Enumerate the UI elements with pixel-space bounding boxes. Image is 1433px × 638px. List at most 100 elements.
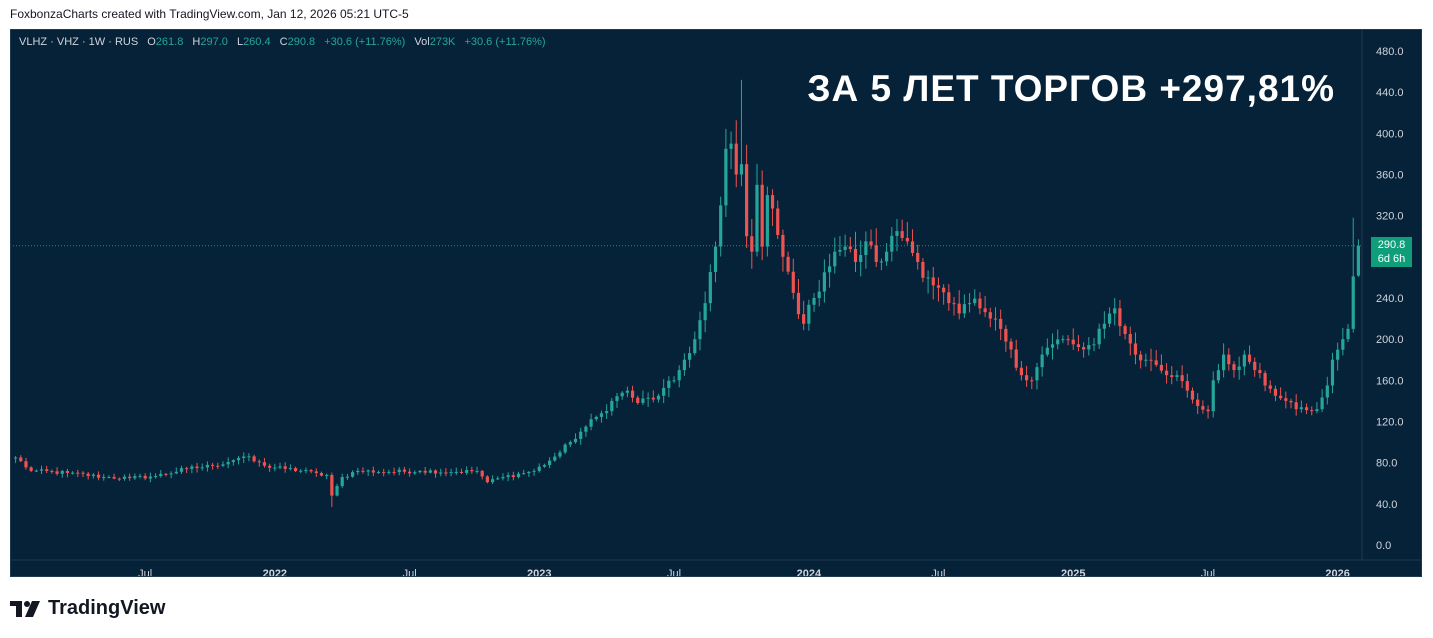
- candle-body[interactable]: [522, 473, 526, 475]
- candle-body[interactable]: [822, 272, 826, 292]
- candle-body[interactable]: [392, 471, 396, 473]
- candle-body[interactable]: [1066, 339, 1070, 341]
- candle-body[interactable]: [548, 460, 552, 466]
- candle-body[interactable]: [916, 252, 920, 262]
- candle-body[interactable]: [387, 471, 391, 473]
- candle-body[interactable]: [739, 164, 744, 175]
- candle-body[interactable]: [1330, 359, 1335, 386]
- candle-body[interactable]: [724, 148, 728, 206]
- candle-body[interactable]: [221, 464, 225, 466]
- candle-body[interactable]: [179, 468, 184, 472]
- candle-body[interactable]: [226, 462, 230, 465]
- candle-body[interactable]: [148, 476, 152, 479]
- candle-body[interactable]: [1190, 390, 1195, 400]
- candle-body[interactable]: [599, 413, 604, 417]
- candle-body[interactable]: [781, 234, 785, 257]
- candle-body[interactable]: [796, 292, 801, 315]
- candle-body[interactable]: [480, 470, 484, 477]
- candle-body[interactable]: [1351, 276, 1355, 329]
- candle-body[interactable]: [330, 475, 334, 496]
- candle-body[interactable]: [231, 460, 235, 463]
- candle-body[interactable]: [1050, 344, 1055, 348]
- candle-body[interactable]: [433, 470, 438, 474]
- candle-body[interactable]: [890, 235, 894, 252]
- candle-body[interactable]: [656, 395, 661, 400]
- candle-body[interactable]: [672, 380, 676, 382]
- candle-body[interactable]: [853, 248, 858, 262]
- candle-body[interactable]: [651, 397, 655, 400]
- candlestick-chart[interactable]: 480.0440.0400.0360.0320.0280.0240.0200.0…: [11, 30, 1422, 577]
- candle-body[interactable]: [786, 256, 790, 272]
- candle-body[interactable]: [1289, 400, 1293, 403]
- candle-body[interactable]: [1035, 367, 1039, 381]
- candle-body[interactable]: [864, 241, 868, 256]
- candle-body[interactable]: [262, 462, 267, 466]
- candle-body[interactable]: [630, 390, 635, 398]
- candle-body[interactable]: [1076, 344, 1081, 348]
- candle-body[interactable]: [195, 466, 199, 468]
- candle-body[interactable]: [1024, 375, 1029, 381]
- candle-body[interactable]: [185, 468, 189, 470]
- candle-body[interactable]: [910, 241, 915, 253]
- candle-body[interactable]: [1159, 364, 1163, 371]
- candle-body[interactable]: [81, 472, 85, 474]
- candle-body[interactable]: [252, 456, 256, 462]
- candle-body[interactable]: [1253, 361, 1257, 371]
- candle-body[interactable]: [490, 479, 495, 483]
- candle-body[interactable]: [268, 465, 272, 468]
- candle-body[interactable]: [496, 478, 500, 480]
- candle-body[interactable]: [133, 476, 137, 479]
- candle-body[interactable]: [319, 472, 324, 476]
- candle-body[interactable]: [1268, 385, 1272, 389]
- candle-body[interactable]: [107, 476, 111, 478]
- candle-body[interactable]: [45, 469, 49, 471]
- candle-body[interactable]: [454, 471, 458, 473]
- candle-body[interactable]: [558, 452, 562, 457]
- candle-body[interactable]: [1180, 375, 1184, 382]
- candle-body[interactable]: [501, 477, 505, 479]
- candle-body[interactable]: [833, 251, 837, 267]
- candle-body[interactable]: [13, 457, 18, 459]
- candle-body[interactable]: [418, 470, 422, 473]
- candle-body[interactable]: [693, 339, 697, 354]
- candle-body[interactable]: [703, 303, 707, 321]
- candle-body[interactable]: [117, 478, 121, 480]
- candle-body[interactable]: [1258, 370, 1262, 374]
- candle-body[interactable]: [755, 184, 759, 252]
- candle-body[interactable]: [397, 469, 401, 473]
- candle-body[interactable]: [1014, 349, 1018, 368]
- candle-body[interactable]: [1061, 339, 1065, 341]
- candle-body[interactable]: [143, 475, 147, 479]
- candle-body[interactable]: [314, 471, 318, 473]
- candle-body[interactable]: [879, 261, 884, 263]
- candle-body[interactable]: [1201, 406, 1205, 410]
- candle-body[interactable]: [1320, 397, 1324, 410]
- candle-body[interactable]: [1040, 354, 1044, 368]
- candle-body[interactable]: [708, 272, 712, 304]
- candle-body[interactable]: [885, 251, 889, 262]
- candle-body[interactable]: [1139, 354, 1143, 361]
- candle-body[interactable]: [999, 318, 1003, 329]
- symbol-label[interactable]: VLHZ · VHZ · 1W · RUS: [19, 36, 139, 48]
- candle-body[interactable]: [60, 471, 64, 474]
- candle-body[interactable]: [449, 472, 453, 474]
- candle-body[interactable]: [641, 398, 645, 403]
- candle-body[interactable]: [1144, 359, 1148, 361]
- candle-body[interactable]: [667, 380, 671, 388]
- candle-body[interactable]: [1336, 349, 1340, 360]
- candle-body[interactable]: [537, 466, 541, 471]
- candle-body[interactable]: [112, 476, 116, 479]
- candle-body[interactable]: [957, 303, 961, 314]
- candle-body[interactable]: [993, 318, 998, 320]
- candle-body[interactable]: [278, 466, 282, 468]
- candle-body[interactable]: [247, 456, 251, 458]
- candle-body[interactable]: [34, 470, 38, 472]
- candle-body[interactable]: [625, 390, 629, 393]
- candle-body[interactable]: [1315, 409, 1319, 412]
- candle-body[interactable]: [698, 320, 702, 340]
- candle-body[interactable]: [936, 285, 941, 288]
- candle-body[interactable]: [283, 466, 287, 469]
- candle-body[interactable]: [921, 261, 925, 278]
- candle-body[interactable]: [1284, 398, 1288, 401]
- candle-body[interactable]: [579, 431, 583, 439]
